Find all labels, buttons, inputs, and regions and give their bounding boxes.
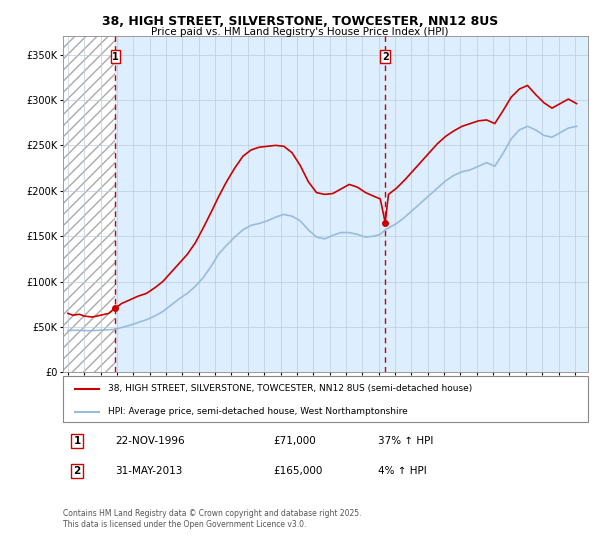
FancyBboxPatch shape <box>63 376 588 422</box>
Text: Contains HM Land Registry data © Crown copyright and database right 2025.
This d: Contains HM Land Registry data © Crown c… <box>63 510 361 529</box>
Text: 2: 2 <box>74 466 81 476</box>
Text: HPI: Average price, semi-detached house, West Northamptonshire: HPI: Average price, semi-detached house,… <box>107 407 407 416</box>
Text: 4% ↑ HPI: 4% ↑ HPI <box>378 466 427 476</box>
Text: 1: 1 <box>74 436 81 446</box>
Text: 22-NOV-1996: 22-NOV-1996 <box>115 436 185 446</box>
Text: Price paid vs. HM Land Registry's House Price Index (HPI): Price paid vs. HM Land Registry's House … <box>151 27 449 37</box>
Text: 37% ↑ HPI: 37% ↑ HPI <box>378 436 433 446</box>
Text: 38, HIGH STREET, SILVERSTONE, TOWCESTER, NN12 8US (semi-detached house): 38, HIGH STREET, SILVERSTONE, TOWCESTER,… <box>107 384 472 393</box>
Text: £71,000: £71,000 <box>273 436 316 446</box>
Text: 1: 1 <box>112 52 119 62</box>
Text: 2: 2 <box>382 52 389 62</box>
Text: 31-MAY-2013: 31-MAY-2013 <box>115 466 183 476</box>
Text: £165,000: £165,000 <box>273 466 322 476</box>
Text: 38, HIGH STREET, SILVERSTONE, TOWCESTER, NN12 8US: 38, HIGH STREET, SILVERSTONE, TOWCESTER,… <box>102 15 498 27</box>
